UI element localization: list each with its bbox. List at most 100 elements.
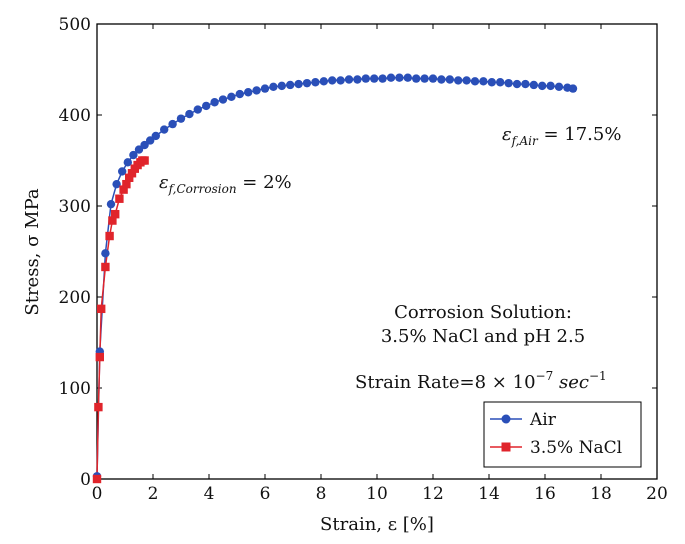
nacl-data-point (92, 474, 102, 484)
air-data-point (370, 74, 379, 83)
air-data-point (302, 78, 312, 88)
nacl-data-point (127, 169, 137, 178)
air-data-point (160, 125, 169, 134)
air-data-point (227, 92, 236, 102)
air-data-point (403, 73, 412, 82)
legend-air-label: Air (529, 410, 557, 430)
nacl-data-point (108, 216, 117, 225)
air-data-point (252, 86, 261, 95)
air-data-point (328, 76, 337, 85)
air-data-point (260, 84, 270, 93)
nacl-data-point (125, 173, 134, 182)
air-data-point (101, 249, 110, 258)
y-tick-label: 100 (59, 379, 91, 399)
y-axis-label: Stress, σ MPa (22, 188, 43, 315)
air-data-point (378, 74, 387, 83)
air-data-point (129, 150, 138, 160)
air-data-point (286, 80, 295, 90)
y-tick-label: 500 (59, 15, 91, 35)
x-tick-label: 10 (366, 484, 388, 504)
air-data-point (176, 114, 186, 123)
air-data-point (336, 76, 345, 85)
air-data-point (546, 81, 555, 91)
air-data-point (140, 140, 149, 150)
annotation-strain-rate: Strain Rate=8 × 10−7 sec−1 (355, 369, 607, 393)
air-data-point (521, 79, 530, 89)
air-data-point (193, 105, 202, 114)
air-data-point (185, 109, 194, 119)
y-tick-label: 400 (59, 106, 91, 126)
nacl-data-point (111, 209, 120, 219)
legend-box (483, 401, 642, 468)
air-data-point (428, 74, 438, 83)
nacl-data-point (95, 352, 104, 362)
air-data-point (437, 75, 446, 84)
annotation-solution-detail: 3.5% NaCl and pH 2.5 (381, 326, 585, 347)
air-data-point (353, 75, 362, 84)
air-data-point (311, 78, 320, 87)
air-data-point (168, 119, 177, 129)
air-data-point (235, 89, 244, 99)
air-data-point (151, 131, 160, 141)
nacl-data-point (101, 262, 110, 272)
air-data-point (106, 199, 116, 209)
x-tick-label: 18 (590, 484, 612, 504)
nacl-data-point (140, 156, 149, 165)
nacl-data-point (122, 179, 131, 189)
air-data-point (361, 74, 370, 83)
legend: Air 3.5% NaCl (483, 401, 642, 468)
air-data-point (420, 74, 429, 83)
air-data-point (487, 78, 496, 87)
air-data-point (538, 81, 547, 91)
air-data-point (269, 82, 278, 91)
air-data-point (554, 82, 564, 91)
x-tick-label: 8 (316, 484, 327, 504)
air-data-point (454, 76, 463, 85)
x-axis-label: Strain, ε [%] (320, 514, 434, 535)
air-data-point (294, 79, 303, 89)
nacl-data-point (105, 231, 114, 241)
y-tick-label: 200 (59, 288, 91, 308)
legend-air-marker (501, 414, 511, 424)
air-data-point (445, 75, 454, 84)
air-data-point (277, 81, 286, 91)
air-data-point (146, 136, 155, 145)
air-data-point (210, 98, 219, 107)
air-data-point (202, 101, 211, 111)
y-tick-label: 0 (80, 470, 91, 490)
x-tick-label: 20 (646, 484, 668, 504)
legend-nacl-marker (501, 442, 511, 452)
air-data-point (568, 84, 578, 93)
x-tick-label: 14 (478, 484, 500, 504)
air-data-point (395, 73, 404, 82)
air-data-point (218, 95, 228, 104)
legend-nacl-label: 3.5% NaCl (530, 438, 622, 458)
nacl-data-point (94, 402, 103, 412)
series-markers (92, 73, 578, 484)
air-data-point (118, 167, 127, 176)
air-data-point (319, 77, 328, 86)
x-tick-label: 16 (534, 484, 556, 504)
annotation-fracture-strain-corrosion: εf,Corrosion = 2% (159, 172, 292, 196)
air-data-point (412, 74, 421, 83)
air-data-point (479, 77, 488, 86)
series-line-1 (96, 159, 145, 480)
air-data-point (529, 80, 538, 90)
air-data-point (123, 158, 132, 167)
air-data-point (244, 88, 253, 97)
air-data-point (462, 76, 471, 85)
air-data-point (496, 78, 505, 87)
x-tick-label: 6 (260, 484, 271, 504)
nacl-data-point (97, 304, 106, 314)
air-data-point (512, 79, 522, 89)
air-data-point (386, 73, 396, 82)
x-tick-label: 12 (422, 484, 444, 504)
air-data-point (504, 78, 513, 88)
nacl-data-point (119, 185, 128, 194)
air-data-point (134, 145, 144, 154)
nacl-data-point (115, 194, 124, 203)
air-data-point (112, 179, 121, 189)
air-data-point (470, 77, 480, 86)
